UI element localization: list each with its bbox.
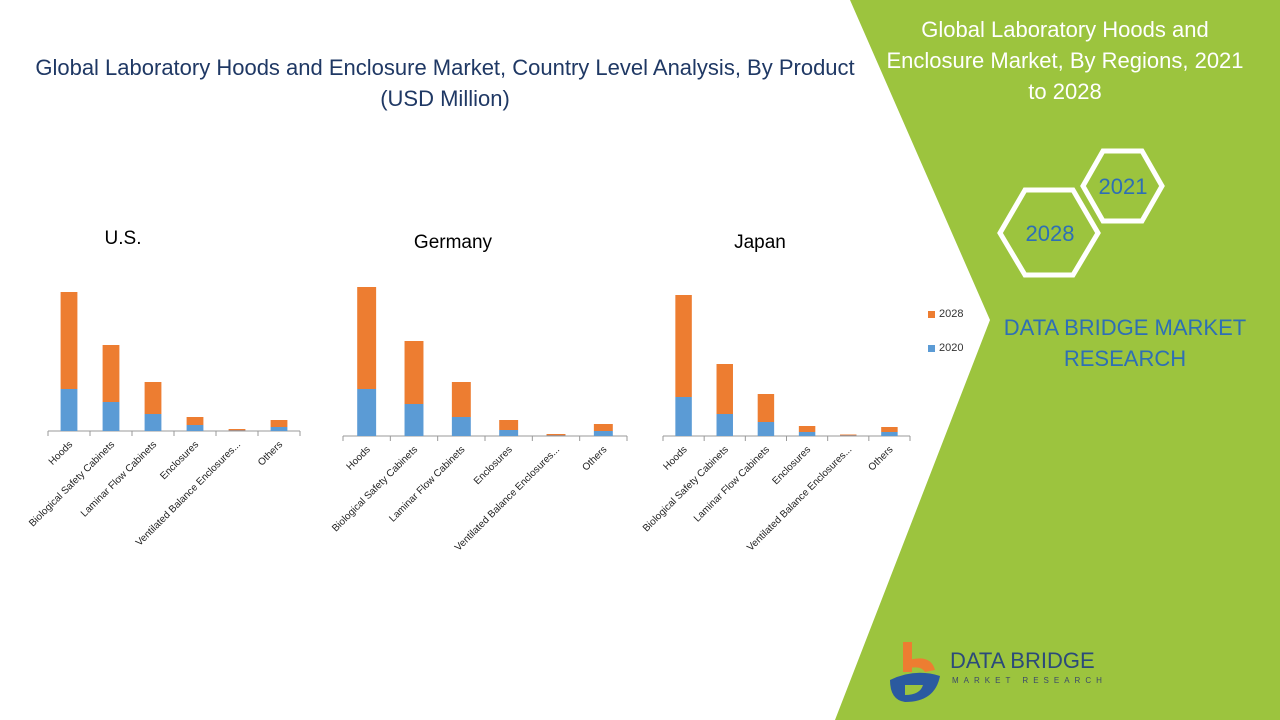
category-label: Enclosures <box>472 444 515 487</box>
bar-2028 <box>840 434 857 436</box>
bar-2028 <box>716 364 733 414</box>
bar-2028 <box>404 341 424 404</box>
bar-2028 <box>675 295 692 397</box>
bar-2020 <box>186 425 204 431</box>
legend-2028: 2028 <box>928 308 963 320</box>
bar-2020 <box>404 404 424 436</box>
hexagon-2028 <box>997 187 1101 278</box>
category-label: Laminar Flow Cabinets <box>692 444 772 524</box>
bar-2028 <box>881 427 898 432</box>
bar-2028 <box>593 424 613 431</box>
year-hexagons: 2021 2028 <box>997 148 1165 278</box>
bar-2020 <box>840 435 857 436</box>
category-label: Others <box>256 439 285 468</box>
category-label: Others <box>867 444 896 473</box>
category-label: Biological Safety Cabinets <box>330 444 420 534</box>
category-label: Biological Safety Cabinets <box>641 444 731 534</box>
category-label: Enclosures <box>770 444 813 487</box>
legend-label: 2020 <box>939 342 964 354</box>
bar-2028 <box>102 345 120 402</box>
chart-title: Germany <box>414 232 493 253</box>
bar-2020 <box>798 432 816 436</box>
bar-2028 <box>451 382 471 417</box>
chart-title: U.S. <box>105 228 142 249</box>
logo-icon <box>890 642 940 702</box>
bar-2020 <box>357 389 377 436</box>
bar-2020 <box>102 402 120 431</box>
bar-2020 <box>546 435 566 436</box>
bar-2028 <box>60 292 78 389</box>
bar-2020 <box>228 430 246 431</box>
category-label: Hoods <box>47 439 75 467</box>
bar-2020 <box>144 414 162 431</box>
bar-2028 <box>270 420 288 427</box>
legend-swatch <box>928 344 935 352</box>
bar-2020 <box>270 427 288 431</box>
bar-2028 <box>144 382 162 414</box>
bar-2020 <box>675 397 692 436</box>
logo-name: DATA BRIDGE <box>950 648 1095 673</box>
bar-2028 <box>228 429 246 431</box>
bar-2028 <box>798 426 816 432</box>
page-title: Global Laboratory Hoods and Enclosure Ma… <box>35 55 855 111</box>
category-label: Hoods <box>661 444 689 472</box>
bar-2028 <box>357 287 377 389</box>
bar-2020 <box>499 430 519 436</box>
bar-2020 <box>60 389 78 431</box>
category-label: Biological Safety Cabinets <box>27 439 117 529</box>
category-label: Enclosures <box>158 439 201 482</box>
hex-2021-label: 2021 <box>1099 174 1148 199</box>
regions-title: Global Laboratory Hoods and Enclosure Ma… <box>886 17 1244 104</box>
bar-2020 <box>881 432 898 436</box>
legend-2020: 2020 <box>928 342 963 354</box>
bar-2020 <box>451 417 471 436</box>
bar-2020 <box>716 414 733 436</box>
hexagon-2021 <box>1080 148 1165 224</box>
legend-swatch <box>928 310 935 318</box>
bar-2020 <box>593 431 613 436</box>
category-label: Ventilated Balance Enclosures... <box>453 444 562 553</box>
bar-2028 <box>757 394 775 422</box>
brand-text: DATA BRIDGE MARKET RESEARCH <box>1003 315 1247 371</box>
bar-2028 <box>499 420 519 430</box>
hex-2028-label: 2028 <box>1026 221 1075 246</box>
legend-label: 2028 <box>939 308 964 320</box>
bar-2020 <box>757 422 775 436</box>
bar-2028 <box>186 417 204 425</box>
category-label: Hoods <box>345 444 373 472</box>
logo-subtitle: MARKET RESEARCH <box>952 676 1107 685</box>
chart-title: Japan <box>734 232 786 253</box>
category-label: Others <box>580 444 609 473</box>
bar-2028 <box>546 434 566 436</box>
category-label: Laminar Flow Cabinets <box>79 439 159 519</box>
